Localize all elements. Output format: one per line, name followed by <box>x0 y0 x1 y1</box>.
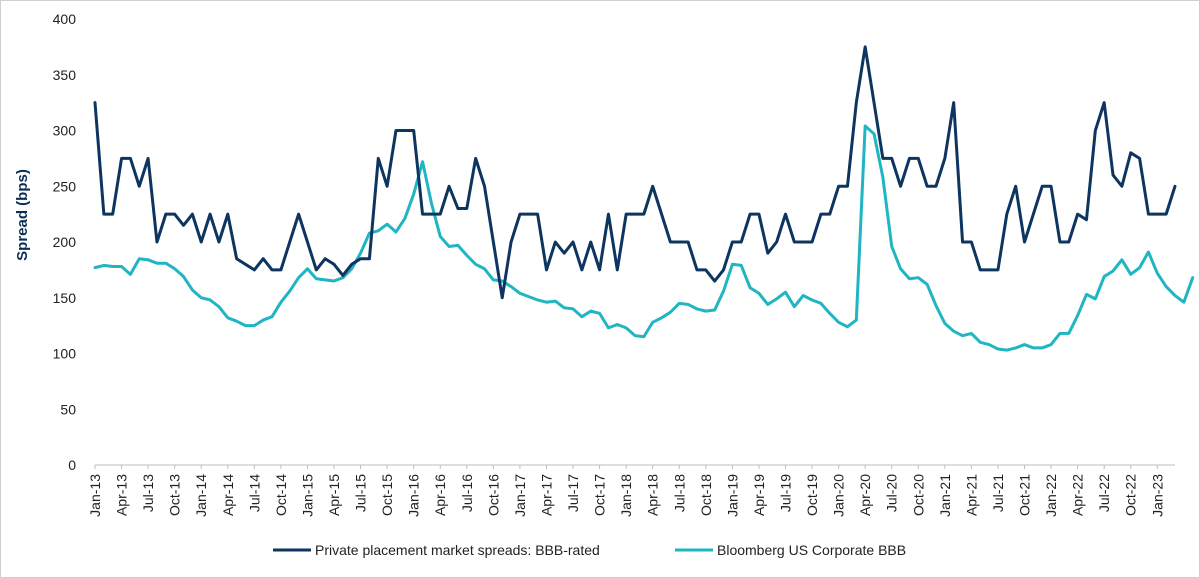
x-tick-label: Oct-14 <box>273 474 289 516</box>
series-line-private-placement <box>93 45 1177 300</box>
x-tick-label: Jul-18 <box>671 474 687 512</box>
x-tick-label: Jan-14 <box>193 474 209 517</box>
legend: Private placement market spreads: BBB-ra… <box>273 542 906 558</box>
x-tick-label: Apr-15 <box>326 474 342 516</box>
y-tick-label: 50 <box>60 401 76 417</box>
x-tick-label: Apr-14 <box>220 474 236 516</box>
x-axis-ticks: Jan-13 Apr-13 Jul-13 Oct-13 Jan-14 Apr-14 Jul-… <box>87 465 1165 517</box>
x-tick-label: Apr-21 <box>963 474 979 516</box>
x-tick-label: Apr-13 <box>114 474 130 516</box>
x-tick-label: Jan-22 <box>1043 474 1059 517</box>
x-tick-label: Jul-17 <box>565 474 581 512</box>
x-tick-label: Jan-16 <box>406 474 422 517</box>
legend-label-bloomberg: Bloomberg US Corporate BBB <box>717 542 906 558</box>
x-tick-label: Jul-14 <box>246 474 262 512</box>
x-tick-label: Oct-15 <box>379 474 395 516</box>
x-tick-label: Jan-15 <box>299 474 315 517</box>
y-tick-label: 350 <box>53 67 77 83</box>
x-tick-label: Oct-17 <box>592 474 608 516</box>
y-tick-label: 250 <box>53 178 77 194</box>
y-axis-label: Spread (bps) <box>14 169 31 261</box>
x-tick-label: Apr-17 <box>538 474 554 516</box>
x-tick-label: Apr-20 <box>857 474 873 516</box>
x-tick-label: Apr-18 <box>645 474 661 516</box>
x-tick-label: Jan-13 <box>87 474 103 517</box>
y-tick-label: 400 <box>53 11 77 27</box>
x-tick-label: Apr-19 <box>751 474 767 516</box>
x-tick-label: Jul-21 <box>990 474 1006 512</box>
y-tick-label: 150 <box>53 290 77 306</box>
x-tick-label: Oct-13 <box>167 474 183 516</box>
x-tick-label: Oct-20 <box>910 474 926 516</box>
x-tick-label: Oct-16 <box>485 474 501 516</box>
x-tick-label: Jan-17 <box>512 474 528 517</box>
x-tick-label: Jan-21 <box>937 474 953 517</box>
x-tick-label: Oct-22 <box>1123 474 1139 516</box>
x-tick-label: Jul-13 <box>140 474 156 512</box>
x-tick-label: Jan-19 <box>724 474 740 517</box>
x-tick-label: Oct-21 <box>1017 474 1033 516</box>
y-tick-label: 100 <box>53 346 77 362</box>
x-tick-label: Oct-19 <box>804 474 820 516</box>
x-tick-label: Apr-22 <box>1070 474 1086 516</box>
x-tick-label: Oct-18 <box>698 474 714 516</box>
x-tick-label: Apr-16 <box>432 474 448 516</box>
legend-label-private-placement: Private placement market spreads: BBB-ra… <box>315 542 600 558</box>
x-tick-label: Jul-15 <box>353 474 369 512</box>
x-tick-label: Jul-19 <box>777 474 793 512</box>
series-line-bloomberg <box>93 124 1195 352</box>
y-tick-label: 300 <box>53 123 77 139</box>
x-tick-label: Jan-20 <box>831 474 847 517</box>
y-axis-ticks: 0 50 100 150 200 250 300 350 400 <box>53 11 77 473</box>
x-tick-label: Jul-20 <box>884 474 900 512</box>
x-tick-label: Jan-23 <box>1149 474 1165 517</box>
x-tick-label: Jul-16 <box>459 474 475 512</box>
x-tick-label: Jul-22 <box>1096 474 1112 512</box>
series-layer <box>93 45 1195 352</box>
y-tick-label: 0 <box>68 457 76 473</box>
y-tick-label: 200 <box>53 234 77 250</box>
x-tick-label: Jan-18 <box>618 474 634 517</box>
